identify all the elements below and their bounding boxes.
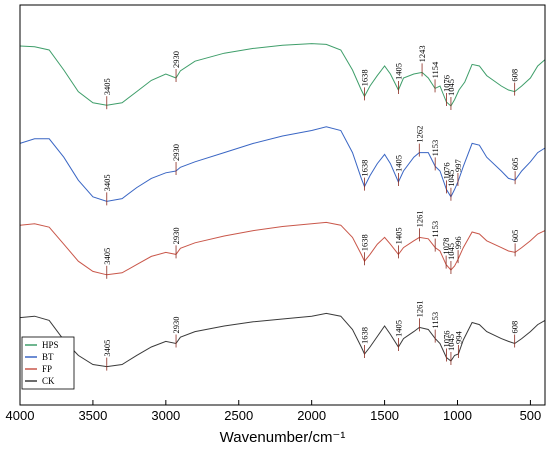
peak-label: 1154 [430, 61, 440, 78]
peak-label: 1405 [393, 227, 403, 244]
peak-label: 1638 [359, 160, 369, 177]
peak-label: 2930 [171, 51, 181, 68]
series-line-hps [19, 43, 546, 107]
x-axis-label: Wavenumber/cm⁻¹ [220, 429, 346, 446]
peak-label: 1638 [359, 327, 369, 344]
peak-label: 608 [510, 69, 520, 82]
peak-label: 1405 [393, 155, 403, 172]
series-line-ck [19, 312, 546, 368]
peak-label: 1262 [414, 126, 424, 143]
peak-label: 1405 [393, 320, 403, 337]
series-layer [19, 43, 546, 368]
peak-label: 1076 [441, 331, 451, 348]
x-tick-label: 4000 [6, 408, 35, 423]
peak-label: 1243 [417, 45, 427, 62]
peak-label: 1076 [441, 162, 451, 179]
peak-label: 1076 [441, 75, 451, 92]
peak-label: 1638 [359, 234, 369, 251]
peak-label: 1078 [441, 238, 451, 255]
series-line-fp [19, 221, 546, 276]
peak-label: 1045 [446, 79, 456, 96]
x-tick-label: 500 [520, 408, 542, 423]
peak-label: 608 [510, 321, 520, 334]
peak-label: 2930 [171, 227, 181, 244]
peak-label: 2930 [171, 144, 181, 161]
peak-label: 3405 [102, 248, 112, 265]
peak-label: 1045 [446, 170, 456, 187]
x-tick-label: 3000 [151, 408, 180, 423]
legend-label-ck: CK [42, 376, 55, 386]
peak-label: 3405 [102, 340, 112, 357]
peak-label: 3405 [102, 174, 112, 191]
peak-label: 1045 [446, 334, 456, 351]
peak-label: 997 [453, 159, 463, 172]
x-tick-label: 1500 [370, 408, 399, 423]
peak-label: 1638 [359, 69, 369, 86]
peak-label: 1045 [446, 243, 456, 260]
legend-label-bt: BT [42, 352, 54, 362]
peak-label: 1405 [393, 63, 403, 80]
series-line-bt [19, 126, 546, 202]
peak-label: 605 [510, 157, 520, 170]
legend-label-hps: HPS [42, 340, 59, 350]
peak-label: 1153 [430, 140, 440, 157]
x-tick-label: 2000 [297, 408, 326, 423]
x-tick-label: 2500 [224, 408, 253, 423]
legend: HPS BT FP CK [21, 336, 75, 390]
peak-label: 605 [510, 230, 520, 243]
peak-label: 2930 [171, 317, 181, 334]
x-tick-label: 3500 [78, 408, 107, 423]
x-tick-label: 1000 [443, 408, 472, 423]
peak-label: 1261 [414, 210, 424, 227]
peak-label: 1261 [414, 300, 424, 317]
peak-label: 1153 [430, 312, 440, 329]
legend-label-fp: FP [42, 364, 52, 374]
plot-frame [19, 4, 546, 406]
peak-label: 996 [453, 236, 463, 249]
x-axis-ticks: 4000 3500 3000 2500 2000 1500 1000 500 [6, 400, 542, 423]
peak-label: 3405 [102, 78, 112, 95]
peak-label: 994 [453, 331, 463, 345]
peak-label: 1153 [430, 221, 440, 238]
